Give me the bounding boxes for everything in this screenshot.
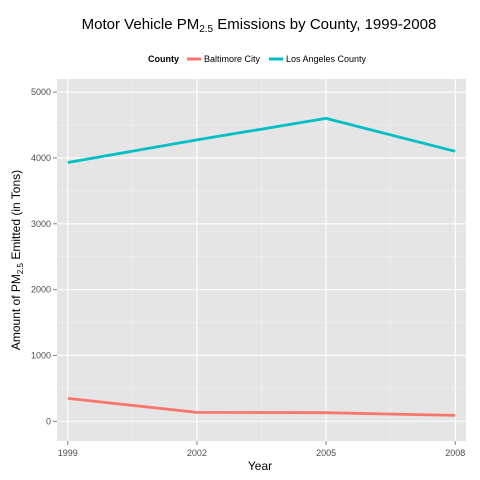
y-tick-label: 4000 [31,153,51,163]
y-axis-title: Amount of PM2.5 Emitted (in Tons) [9,170,25,350]
chart-title: Motor Vehicle PM2.5 Emissions by County,… [82,16,437,35]
x-axis: 1999 2002 2005 2008 [58,441,465,458]
y-tick-label: 2000 [31,285,51,295]
x-axis-title: Year [248,459,272,473]
x-tick-label: 2008 [445,448,465,458]
y-tick-label: 3000 [31,219,51,229]
x-tick-label: 2002 [187,448,207,458]
legend-label-los-angeles-county: Los Angeles County [286,54,367,64]
series-line-los-angeles-county [67,117,456,164]
y-tick-label: 1000 [31,350,51,360]
legend-label-baltimore-city: Baltimore City [204,54,261,64]
x-tick-label: 1999 [58,448,78,458]
grid-minor [57,79,466,441]
y-axis: 0 1000 2000 3000 4000 5000 [31,87,57,426]
y-tick-label: 0 [46,416,51,426]
legend: County Baltimore City Los Angeles County [148,54,367,64]
legend-title: County [148,54,179,64]
series-line-baltimore-city [67,397,456,417]
y-tick-label: 5000 [31,87,51,97]
x-tick-label: 2005 [316,448,336,458]
series-lines [67,117,456,417]
